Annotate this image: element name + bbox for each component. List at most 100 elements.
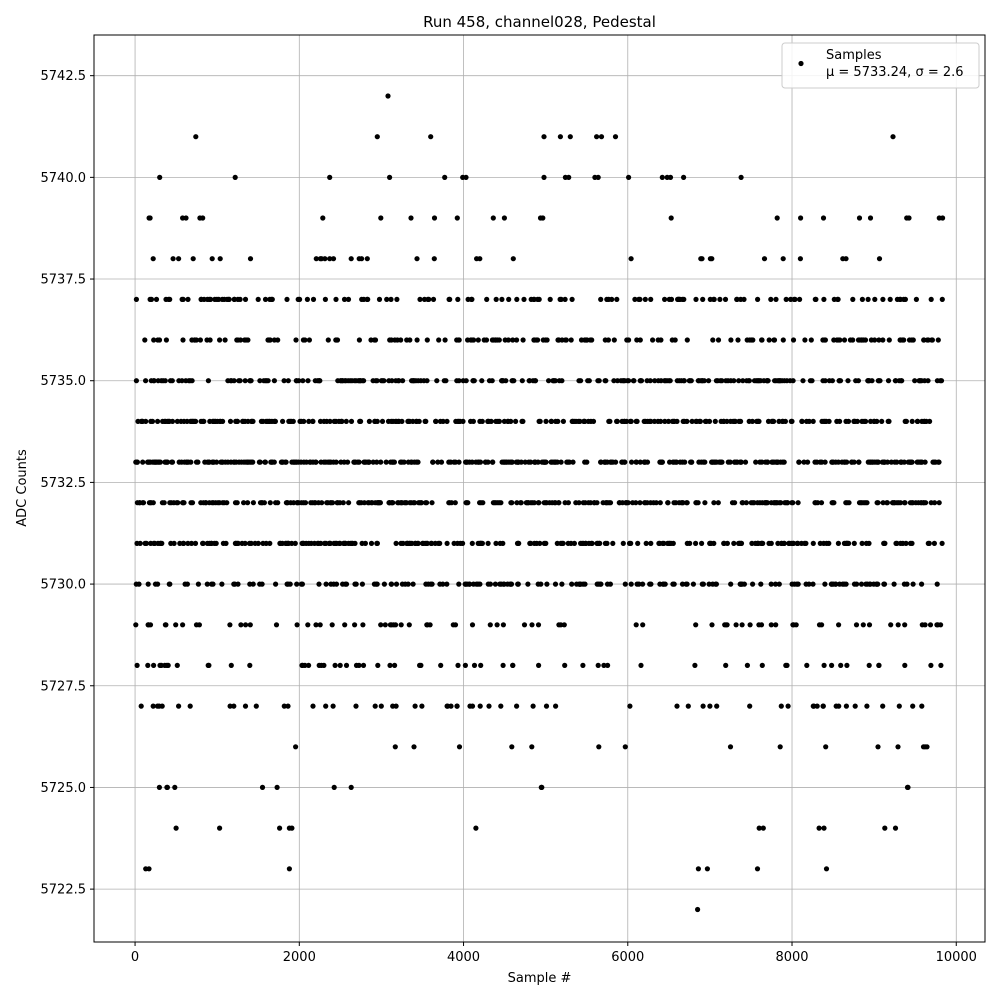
x-tick-label: 10000 [936, 950, 977, 965]
data-point [902, 622, 908, 628]
data-point [568, 337, 574, 343]
data-point [609, 296, 615, 302]
data-point [352, 540, 358, 547]
data-point [850, 337, 856, 343]
data-point [781, 459, 787, 465]
data-point [865, 296, 871, 302]
data-point [479, 540, 485, 547]
data-point [885, 378, 892, 384]
data-point [471, 337, 477, 343]
data-point [789, 418, 795, 424]
data-point [379, 418, 386, 424]
data-point [684, 418, 690, 424]
data-point [875, 459, 881, 465]
data-point [134, 459, 140, 465]
data-point [267, 540, 273, 547]
data-point [184, 581, 190, 587]
data-point [248, 540, 254, 547]
data-point [864, 703, 870, 709]
data-point [709, 622, 715, 628]
data-point [348, 256, 354, 262]
data-point [866, 662, 872, 669]
data-point [724, 418, 730, 424]
data-point [813, 296, 819, 302]
data-point [207, 337, 213, 343]
data-point [816, 825, 822, 831]
data-point [758, 581, 764, 587]
data-point [179, 378, 185, 384]
data-point [193, 337, 199, 343]
data-point [237, 296, 243, 302]
data-point [843, 256, 849, 262]
data-point [638, 378, 645, 384]
data-point [740, 500, 746, 506]
data-point [535, 337, 541, 343]
data-point [831, 500, 837, 506]
data-point [301, 418, 307, 424]
data-point [170, 256, 176, 262]
data-point [444, 540, 450, 547]
data-point [364, 256, 370, 262]
data-point [535, 622, 542, 628]
data-point [469, 622, 476, 628]
data-point [936, 500, 942, 506]
data-point [492, 581, 498, 587]
data-point [327, 174, 333, 180]
data-point [195, 459, 201, 465]
data-point [777, 744, 783, 750]
data-point [724, 540, 731, 547]
data-point [255, 296, 261, 302]
data-point [778, 703, 784, 709]
data-point [362, 540, 368, 547]
data-point [521, 622, 528, 628]
data-point [554, 459, 561, 465]
data-point [687, 540, 693, 547]
data-point [903, 418, 910, 424]
data-point [543, 540, 549, 547]
data-point [790, 378, 796, 384]
data-point [167, 296, 173, 302]
data-point [499, 296, 505, 302]
data-point [888, 622, 894, 628]
data-point [479, 378, 485, 384]
data-point [428, 134, 434, 140]
data-point [760, 825, 766, 831]
data-point [384, 296, 390, 302]
data-point [642, 296, 648, 302]
data-point [764, 500, 771, 506]
data-point [633, 459, 640, 465]
data-point [607, 418, 613, 424]
data-point [360, 662, 367, 669]
data-point [156, 784, 162, 791]
data-point [897, 500, 904, 506]
data-point [463, 174, 469, 180]
data-point [560, 540, 566, 547]
data-point [859, 540, 865, 547]
data-point [612, 134, 619, 140]
data-point [133, 622, 139, 628]
data-point [263, 540, 269, 547]
data-point [343, 662, 350, 669]
data-point [394, 296, 400, 302]
data-point [892, 825, 899, 831]
data-point [821, 825, 827, 831]
data-point [594, 134, 600, 140]
data-point [159, 540, 165, 547]
data-point [163, 337, 169, 343]
data-point [382, 622, 388, 628]
data-point [797, 296, 803, 302]
data-point [390, 500, 396, 506]
data-point [381, 581, 387, 587]
data-point [460, 418, 466, 424]
data-point [222, 337, 228, 343]
data-point [345, 459, 351, 465]
data-point [330, 256, 337, 262]
data-point [785, 703, 791, 709]
data-point [463, 378, 469, 384]
data-point [674, 459, 680, 465]
data-point [456, 744, 463, 750]
data-point [808, 337, 814, 343]
data-point [325, 337, 331, 343]
data-point [597, 540, 603, 547]
x-tick-label: 2000 [283, 950, 316, 965]
